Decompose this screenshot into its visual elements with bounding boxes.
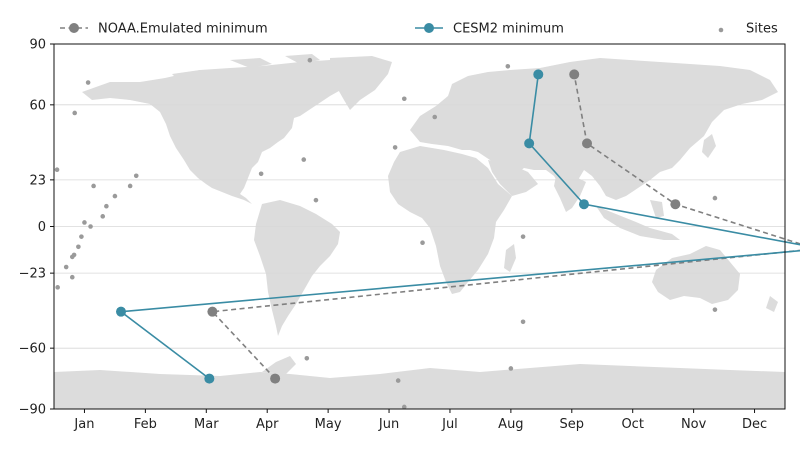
land-se-asia-islands	[596, 200, 680, 240]
legend: NOAA.Emulated minimum CESM2 minimum Sites	[60, 22, 778, 37]
y-tick-label: −90	[19, 403, 46, 418]
site-point	[88, 224, 93, 229]
series-point	[569, 69, 580, 80]
site-point	[712, 195, 718, 201]
y-axis: 90 60 23 0 −23 −60 −90	[19, 38, 54, 418]
grid-lines	[54, 104, 785, 349]
site-point	[313, 197, 319, 203]
site-point	[76, 244, 81, 250]
series-point	[270, 373, 281, 384]
site-point	[392, 145, 398, 150]
site-point	[55, 285, 60, 290]
site-point	[307, 57, 313, 63]
site-point	[127, 183, 133, 189]
site-point	[712, 307, 718, 312]
land-south-america	[254, 200, 340, 336]
site-point	[520, 319, 526, 325]
series-point	[582, 138, 593, 149]
series-group	[116, 69, 800, 384]
legend-label: CESM2 minimum	[453, 22, 564, 37]
site-point	[301, 157, 307, 162]
site-point	[304, 356, 310, 361]
legend-marker	[718, 27, 724, 33]
x-tick-label: Apr	[256, 417, 279, 432]
x-tick-label: Jul	[441, 417, 458, 432]
land-madagascar	[504, 244, 516, 272]
site-point	[79, 234, 84, 239]
series-point	[524, 138, 535, 149]
site-point	[258, 171, 264, 177]
x-tick-label: Aug	[498, 417, 523, 432]
x-tick-label: Sep	[560, 417, 585, 432]
site-point	[395, 378, 401, 383]
land-antarctica	[54, 364, 785, 409]
land-greenland	[330, 56, 392, 110]
site-point	[401, 404, 407, 410]
x-tick-label: Jun	[378, 417, 399, 432]
sites-scatter	[54, 57, 718, 410]
land-antarctic-peninsula	[262, 356, 296, 374]
series-line	[210, 74, 800, 380]
x-tick-label: May	[315, 417, 342, 432]
site-point	[432, 114, 438, 120]
land-arabia	[488, 160, 538, 196]
legend-marker	[424, 23, 434, 33]
site-point	[91, 183, 96, 189]
site-point	[54, 167, 60, 173]
y-tick-label: 0	[38, 220, 46, 235]
x-tick-label: Mar	[194, 417, 219, 432]
legend-marker	[69, 23, 79, 33]
legend-label: Sites	[746, 22, 778, 37]
series-point	[116, 306, 127, 317]
site-point	[72, 110, 78, 116]
series-point	[207, 306, 218, 317]
series-point	[670, 199, 681, 210]
world-map-background	[54, 54, 785, 409]
site-point	[63, 264, 69, 270]
x-tick-label: Jan	[73, 417, 94, 432]
site-point	[85, 80, 91, 85]
x-tick-label: Nov	[681, 417, 707, 432]
site-point	[112, 193, 118, 199]
site-point	[104, 203, 109, 209]
land-north-america	[82, 60, 385, 204]
site-point	[69, 274, 75, 280]
site-point	[505, 64, 511, 69]
series-line	[118, 74, 800, 380]
x-tick-label: Dec	[742, 417, 767, 432]
land-new-zealand	[766, 296, 778, 312]
y-tick-label: 60	[29, 98, 46, 113]
y-tick-label: 23	[29, 173, 46, 188]
x-tick-label: Feb	[134, 417, 157, 432]
series-point	[578, 199, 589, 210]
series-point	[533, 69, 544, 80]
x-axis: Jan Feb Mar Apr May Jun Jul Aug Sep Oct Nov Dec	[73, 409, 767, 432]
series-point	[204, 373, 215, 384]
site-point	[82, 220, 87, 225]
site-point	[71, 252, 77, 258]
land-arctic-islands	[172, 54, 320, 80]
legend-label: NOAA.Emulated minimum	[98, 22, 268, 37]
land-africa	[388, 146, 512, 294]
site-point	[520, 234, 526, 239]
y-tick-label: −60	[19, 342, 46, 357]
land-india	[554, 176, 586, 212]
site-point	[401, 96, 407, 102]
y-tick-label: 90	[29, 38, 46, 53]
land-australia	[652, 246, 740, 304]
site-point	[420, 240, 425, 246]
site-point	[508, 366, 514, 371]
land-japan	[702, 134, 716, 158]
plot-area	[53, 43, 800, 410]
site-point	[100, 214, 106, 219]
x-tick-label: Oct	[621, 417, 643, 432]
y-tick-label: −23	[19, 267, 46, 282]
site-point	[133, 173, 139, 179]
